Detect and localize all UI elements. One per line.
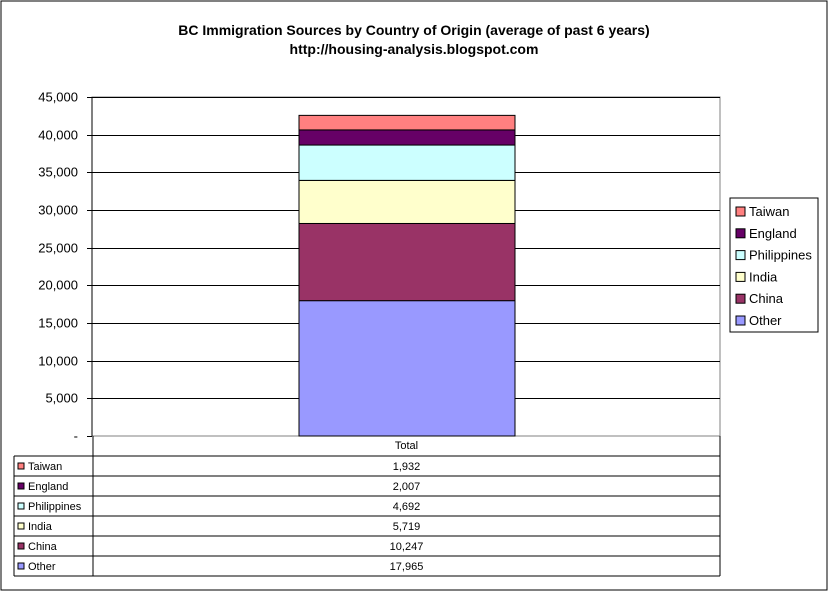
legend-swatch	[735, 250, 746, 261]
table-swatch	[17, 542, 25, 550]
y-tick-label: 35,000	[38, 165, 78, 180]
chart-subtitle: http://housing-analysis.blogspot.com	[290, 41, 539, 57]
table-row-name: England	[28, 481, 68, 493]
legend-box	[729, 197, 819, 333]
legend-swatch	[735, 206, 746, 217]
legend-label: Taiwan	[749, 204, 789, 219]
y-tick-label: 30,000	[38, 203, 78, 218]
table-swatch	[17, 482, 25, 490]
legend-swatch	[735, 228, 746, 239]
legend-label: China	[749, 291, 784, 306]
table-row-name: Other	[28, 561, 56, 573]
bar-segment-philippines	[298, 144, 516, 181]
table-row-name: Taiwan	[28, 461, 62, 473]
y-tick-label: 20,000	[38, 278, 78, 293]
bar-segment-other	[298, 300, 516, 437]
y-tick-label: 40,000	[38, 128, 78, 143]
table-row-value: 2,007	[393, 481, 421, 493]
chart-title: BC Immigration Sources by Country of Ori…	[178, 22, 649, 38]
y-tick-label: -	[74, 429, 78, 444]
bar-segment-taiwan	[298, 114, 516, 131]
legend-label: England	[749, 226, 797, 241]
table-swatch	[17, 462, 25, 470]
legend-swatch	[735, 315, 746, 326]
y-tick-label: 25,000	[38, 241, 78, 256]
table-row-value: 1,932	[393, 461, 421, 473]
table-row-value: 17,965	[390, 561, 424, 573]
bar-segment-india	[298, 179, 516, 224]
legend-swatch	[735, 293, 746, 304]
table-row-value: 5,719	[393, 521, 421, 533]
table-row-name: Philippines	[28, 501, 82, 513]
legend-label: Other	[749, 313, 782, 328]
table-row-name: China	[28, 541, 58, 553]
y-tick-label: 45,000	[38, 90, 78, 105]
bar-segment-england	[298, 129, 516, 146]
legend: Taiwan England Philippines India China Other	[729, 197, 819, 333]
table-swatch	[17, 522, 25, 530]
bar-segment-china	[298, 222, 516, 302]
legend-swatch	[735, 271, 746, 282]
y-axis: - 5,000 10,000 15,000 20,000 25,000 30,000 35,0…	[38, 90, 93, 444]
y-tick-label: 15,000	[38, 316, 78, 331]
legend-label: India	[749, 269, 778, 284]
data-table: Total Taiwan 1,932 England 2,007 Philippines 4…	[13, 436, 721, 577]
bar-stack	[298, 114, 516, 437]
legend-label: Philippines	[749, 248, 812, 263]
table-swatch	[17, 502, 25, 510]
table-swatch	[17, 562, 25, 570]
y-tick-label: 5,000	[45, 391, 78, 406]
table-category-label: Total	[395, 440, 418, 452]
table-row-value: 10,247	[390, 541, 424, 553]
table-row-name: India	[28, 521, 53, 533]
y-tick-label: 10,000	[38, 354, 78, 369]
table-row-value: 4,692	[393, 501, 421, 513]
